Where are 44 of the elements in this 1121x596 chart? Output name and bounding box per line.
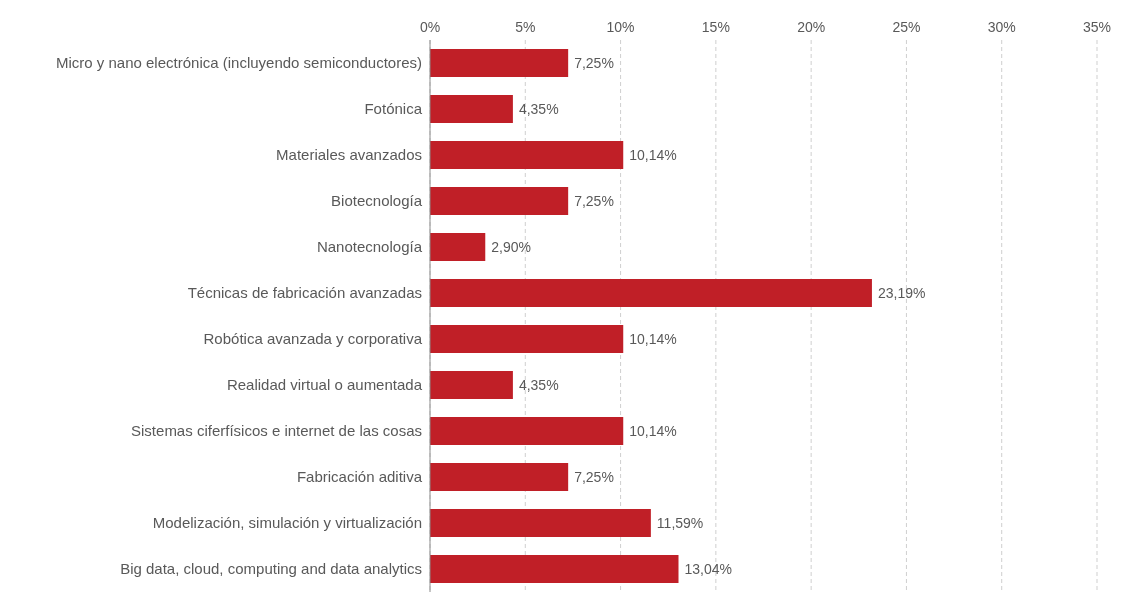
bar bbox=[430, 371, 513, 399]
data-label: 7,25% bbox=[574, 192, 614, 209]
x-tick-label: 5% bbox=[515, 19, 536, 35]
y-tick-label: Biotecnología bbox=[331, 192, 423, 210]
y-tick-label: Modelización, simulación y virtualización bbox=[152, 514, 422, 532]
y-tick-label: Fabricación aditiva bbox=[296, 468, 423, 486]
x-tick-label: 35% bbox=[1082, 19, 1112, 35]
bar bbox=[430, 141, 624, 169]
data-label: 2,90% bbox=[491, 238, 531, 255]
bar bbox=[430, 417, 624, 445]
data-label: 7,25% bbox=[574, 468, 614, 485]
x-tick-label: 15% bbox=[701, 19, 730, 35]
x-tick-label: 30% bbox=[987, 19, 1016, 35]
y-tick-label: Micro y nano electrónica (incluyendo semiconductores) bbox=[55, 54, 422, 72]
data-label: 4,35% bbox=[518, 376, 559, 393]
bar bbox=[430, 49, 569, 77]
data-label: 23,19% bbox=[877, 284, 926, 301]
data-label: 10,14% bbox=[629, 146, 677, 163]
data-label: 4,35% bbox=[518, 100, 559, 117]
bar bbox=[430, 555, 679, 583]
bar bbox=[430, 95, 513, 123]
x-tick-label: 0% bbox=[419, 19, 441, 35]
x-tick-label: 25% bbox=[892, 19, 921, 35]
bar bbox=[430, 233, 486, 261]
y-tick-label: Fotónica bbox=[364, 100, 423, 118]
data-label: 10,14% bbox=[629, 330, 677, 347]
bar bbox=[430, 509, 651, 537]
bar bbox=[430, 325, 624, 353]
bar bbox=[430, 463, 569, 491]
x-tick-label: 10% bbox=[606, 19, 635, 35]
y-tick-label: Big data, cloud, computing and data analytics bbox=[120, 560, 422, 578]
y-tick-label: Sistemas ciferfísicos e internet de las cosas bbox=[131, 422, 422, 440]
y-tick-label: Robótica avanzada y corporativa bbox=[203, 330, 423, 348]
y-tick-label: Técnicas de fabricación avanzadas bbox=[187, 284, 422, 302]
bar bbox=[430, 187, 569, 215]
y-tick-label: Realidad virtual o aumentada bbox=[226, 376, 423, 394]
data-label: 7,25% bbox=[574, 54, 614, 71]
y-tick-label: Nanotecnología bbox=[316, 238, 423, 256]
bar bbox=[430, 279, 872, 307]
data-label: 11,59% bbox=[656, 514, 704, 531]
x-tick-label: 20% bbox=[797, 19, 826, 35]
data-label: 13,04% bbox=[684, 560, 732, 577]
data-label: 10,14% bbox=[629, 422, 677, 439]
y-tick-label: Materiales avanzados bbox=[276, 146, 422, 164]
